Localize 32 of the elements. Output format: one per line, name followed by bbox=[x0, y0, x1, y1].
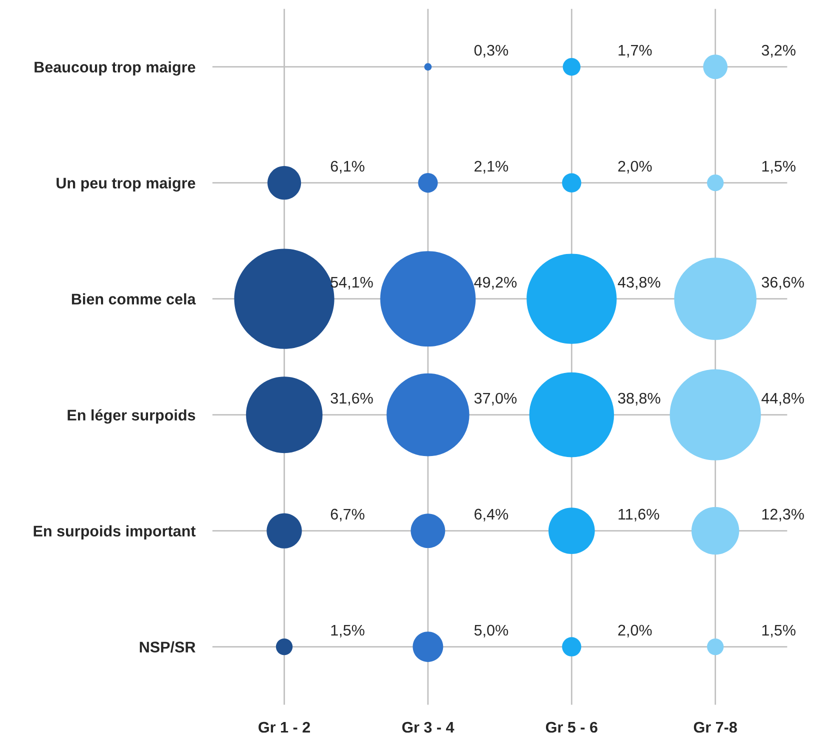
data-label: 12,3% bbox=[762, 508, 804, 522]
data-label: 0,3% bbox=[474, 44, 508, 58]
category-label: Gr 1 - 2 bbox=[258, 722, 310, 733]
category-label: Un peu trop maigre bbox=[56, 177, 196, 192]
category-label: Beaucoup trop maigre bbox=[34, 61, 196, 76]
data-label: 31,6% bbox=[330, 392, 373, 406]
data-label: 2,0% bbox=[618, 624, 652, 638]
data-label: 2,1% bbox=[474, 160, 508, 174]
data-label: 44,8% bbox=[762, 392, 804, 406]
data-label: 1,5% bbox=[331, 624, 364, 638]
data-label: 1,7% bbox=[618, 44, 652, 58]
data-label: 43,8% bbox=[618, 276, 660, 290]
category-label: Gr 3 - 4 bbox=[402, 722, 454, 733]
data-label: 38,8% bbox=[618, 392, 660, 406]
data-label: 37,0% bbox=[474, 392, 517, 406]
category-label: Gr 7-8 bbox=[694, 722, 737, 733]
data-label: 1,5% bbox=[762, 624, 796, 638]
data-label: 3,2% bbox=[762, 44, 796, 58]
data-label: 1,5% bbox=[762, 160, 796, 174]
data-label: 6,4% bbox=[474, 508, 508, 522]
data-label: 36,6% bbox=[762, 276, 804, 290]
data-label: 2,0% bbox=[618, 160, 652, 174]
category-label: Bien comme cela bbox=[72, 293, 196, 305]
category-label: En léger surpoids bbox=[68, 409, 196, 424]
category-label: En surpoids important bbox=[34, 525, 196, 540]
data-label: 6,1% bbox=[330, 160, 364, 174]
data-label: 11,6% bbox=[618, 508, 660, 522]
data-label: 49,2% bbox=[474, 276, 517, 290]
data-label: 6,7% bbox=[330, 508, 364, 522]
data-label: 5,0% bbox=[474, 624, 508, 638]
category-label: Gr 5 - 6 bbox=[546, 722, 598, 733]
category-label: NSP/SR bbox=[140, 641, 196, 653]
